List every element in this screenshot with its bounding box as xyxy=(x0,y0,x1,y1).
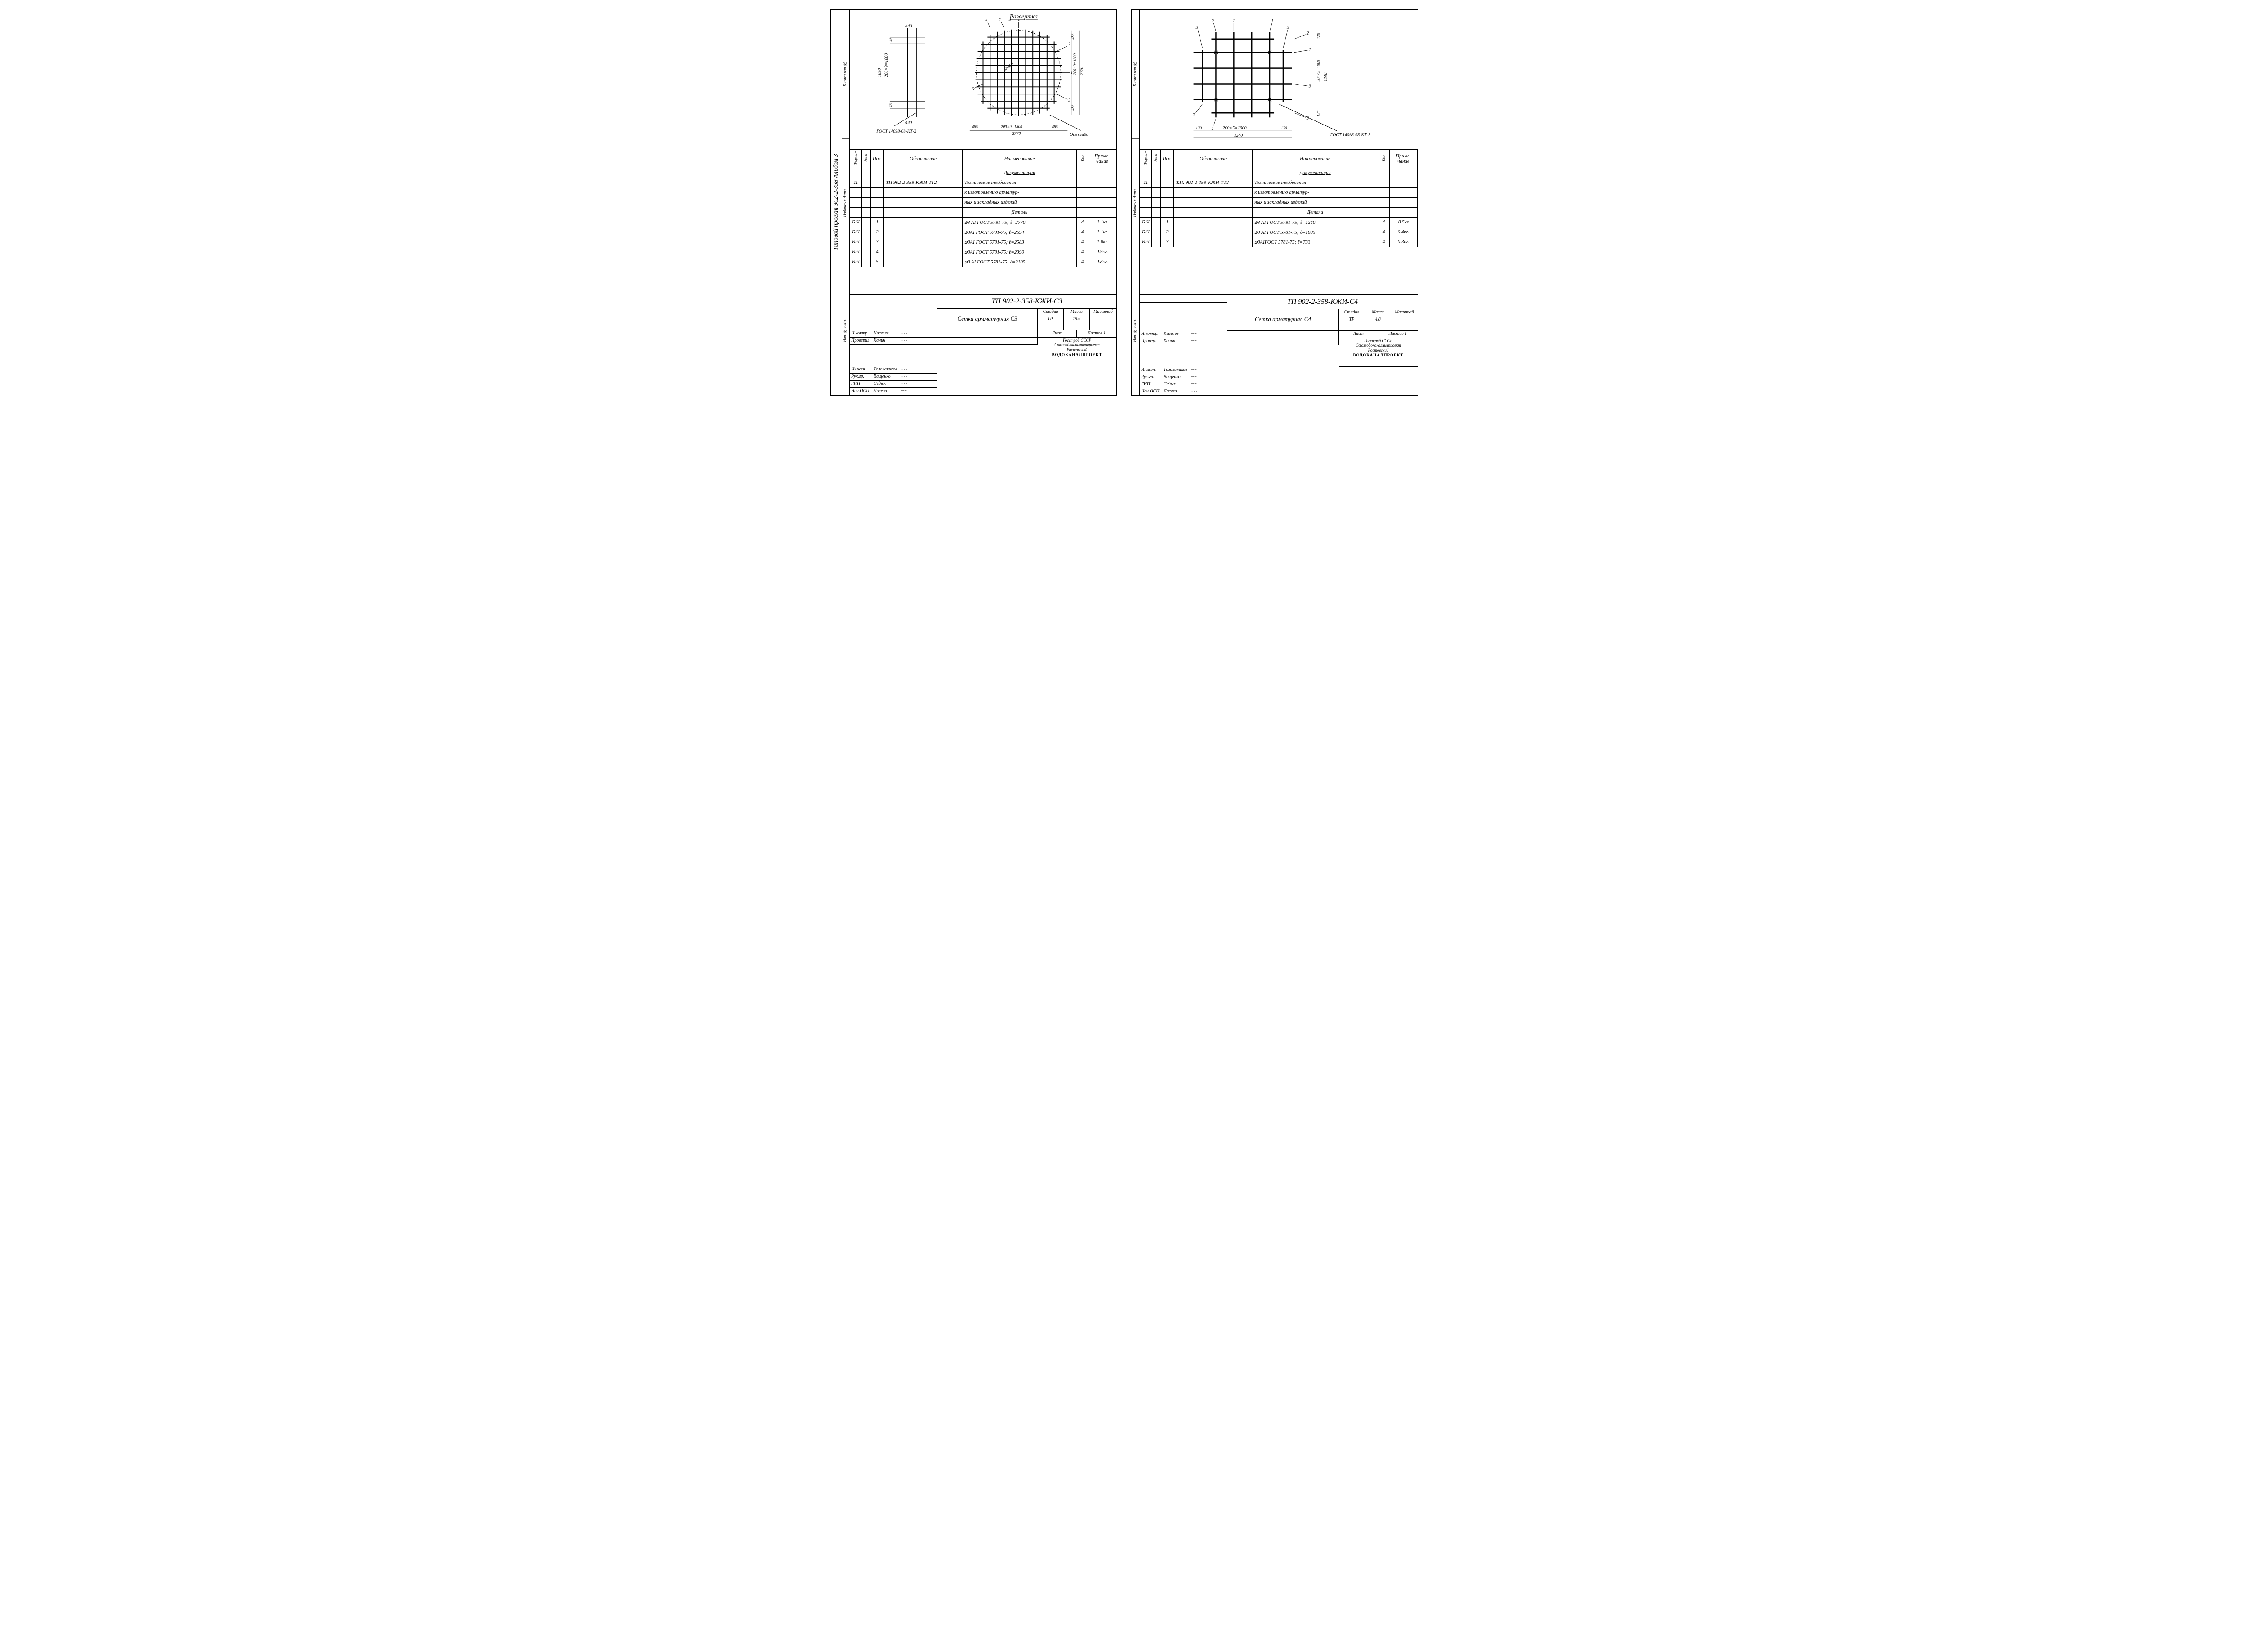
svg-text:3: 3 xyxy=(1068,98,1070,103)
table-row xyxy=(1140,247,1418,294)
svg-text:120: 120 xyxy=(1316,110,1321,116)
svg-text:3: 3 xyxy=(1306,116,1309,121)
spec-table-c4: Формат Зона Поз. Обозначение Наименовани… xyxy=(1140,149,1418,294)
table-row xyxy=(850,267,1116,294)
gost-ref: ГОСТ 14098-68-КТ-2 xyxy=(1330,133,1370,138)
table-row: Б.Ч2⌀8 AI ГОСТ 5781-75; ℓ=108540.4кг. xyxy=(1140,227,1418,237)
title-block-c4: ТП 902-2-358-КЖИ-С4 Сетка арматурная С4 … xyxy=(1140,294,1418,396)
svg-text:1890: 1890 xyxy=(877,68,882,77)
spec-table-c3: Формат Зона Поз. Обозначение Наименовани… xyxy=(850,149,1116,294)
table-row: Б.Ч5⌀8 AI ГОСТ 5781-75; ℓ=210540.8кг. xyxy=(850,257,1116,267)
svg-text:5: 5 xyxy=(985,17,987,22)
table-row: Б.Ч3⌀8AIГОСТ 5781-75; ℓ=73340.3кг. xyxy=(1140,237,1418,247)
gost-ref: ГОСТ 14098-68-КТ-2 xyxy=(876,129,916,134)
svg-text:200×5=1000: 200×5=1000 xyxy=(1316,60,1321,81)
svg-text:485: 485 xyxy=(1070,104,1075,111)
svg-text:2: 2 xyxy=(1211,18,1214,24)
table-row: 11Т.П. 902-2-358-КЖИ-ТТ2Технические треб… xyxy=(1140,178,1418,187)
svg-text:440: 440 xyxy=(905,120,912,125)
table-row: Документация xyxy=(1140,168,1418,178)
svg-text:485: 485 xyxy=(972,125,978,129)
svg-text:200×9=1800: 200×9=1800 xyxy=(1001,125,1022,129)
side-stamp: Инв. № подл. xyxy=(1132,267,1139,395)
svg-text:45: 45 xyxy=(888,103,893,107)
table-row: Детали xyxy=(850,207,1116,217)
svg-text:3: 3 xyxy=(1308,83,1311,89)
table-row: 11ТП 902-2-358-КЖИ-ТТ2Технические требов… xyxy=(850,178,1116,187)
table-row: Б.Ч1⌀8 AI ГОСТ 5781-75; ℓ=124040.5кг xyxy=(1140,217,1418,227)
side-stamps: Взамен.инв.№ Подпись и дата Инв. № подл. xyxy=(1132,10,1140,395)
svg-text:1240: 1240 xyxy=(1234,133,1243,138)
table-row: Детали xyxy=(1140,207,1418,217)
drawing-number: ТП 902-2-358-КЖИ-С4 xyxy=(1227,295,1418,309)
main-area: Развертка 440 1890 200×9=1800 45 45 440 … xyxy=(850,10,1116,395)
table-row: ных и закладных изделий xyxy=(850,197,1116,207)
table-row: Б.Ч2⌀8AI ГОСТ 5781-75; ℓ=269441.1кг xyxy=(850,227,1116,237)
main-area: 3 2 1 1 3 2 1 3 3 2 1 120 200×5=1000 120 1240… xyxy=(1140,10,1418,395)
svg-text:200×5=1000: 200×5=1000 xyxy=(1222,126,1246,131)
svg-text:1: 1 xyxy=(1232,18,1235,24)
sheet-c4: Взамен.инв.№ Подпись и дата Инв. № подл. xyxy=(1131,9,1418,396)
svg-text:2770: 2770 xyxy=(1079,67,1084,75)
svg-text:⌀1890: ⌀1890 xyxy=(1003,62,1014,71)
svg-text:485: 485 xyxy=(1052,125,1058,129)
side-stamp: Подпись и дата xyxy=(1132,138,1139,267)
drawing-name: Сетка арматурная С4 xyxy=(1227,309,1339,331)
axis-label: Ось сгиба xyxy=(1070,132,1088,137)
side-stamps: Взамен.инв.№ Подпись и дата Инв. № подл. xyxy=(842,10,850,395)
svg-text:3: 3 xyxy=(1008,17,1011,22)
svg-text:1240: 1240 xyxy=(1324,73,1329,82)
svg-text:120: 120 xyxy=(1281,126,1287,130)
sheet-c3: Типовой проект 902-2-358 Альбом 3 Взамен… xyxy=(830,9,1117,396)
svg-text:45: 45 xyxy=(888,37,893,41)
side-stamp: Взамен.инв.№ xyxy=(842,10,849,138)
svg-text:1: 1 xyxy=(1211,126,1213,131)
project-label: Типовой проект 902-2-358 Альбом 3 xyxy=(830,10,842,395)
table-row: Б.Ч1⌀8 AI ГОСТ 5781-75; ℓ=277041.1кг xyxy=(850,217,1116,227)
svg-text:2770: 2770 xyxy=(1012,131,1021,136)
svg-text:485: 485 xyxy=(1070,33,1075,40)
svg-text:1: 1 xyxy=(1271,18,1273,24)
side-stamp: Взамен.инв.№ xyxy=(1132,10,1139,138)
side-stamp: Инв. № подл. xyxy=(842,267,849,395)
svg-text:3: 3 xyxy=(1195,25,1199,30)
svg-text:120: 120 xyxy=(1196,126,1202,130)
drawing-c4: 3 2 1 1 3 2 1 3 3 2 1 120 200×5=1000 120 1240… xyxy=(1140,10,1418,149)
svg-text:5: 5 xyxy=(972,87,974,92)
svg-text:440: 440 xyxy=(905,24,912,29)
table-row: к изготовлению арматур- xyxy=(1140,187,1418,197)
side-stamp: Подпись и дата xyxy=(842,138,849,267)
drawing-name: Сетка армматурная С3 xyxy=(937,309,1038,330)
svg-text:2: 2 xyxy=(1307,31,1309,36)
title-block-c3: ТП 902-2-358-КЖИ-С3 Сетка армматурная С3… xyxy=(850,294,1116,395)
svg-text:2: 2 xyxy=(1068,41,1070,46)
svg-text:2: 2 xyxy=(1193,112,1195,118)
svg-text:3: 3 xyxy=(1286,25,1289,30)
table-row: Б.Ч4⌀8AI ГОСТ 5781-75; ℓ=239040.9кг. xyxy=(850,247,1116,257)
svg-text:200×9=1800: 200×9=1800 xyxy=(1073,53,1077,75)
diagram-title: Развертка xyxy=(1009,13,1038,20)
table-row: ных и закладных изделий xyxy=(1140,197,1418,207)
drawing-c3: Развертка 440 1890 200×9=1800 45 45 440 … xyxy=(850,10,1116,149)
svg-text:200×9=1800: 200×9=1800 xyxy=(884,53,889,77)
table-row: Б.Ч3⌀8AI ГОСТ 5781-75; ℓ=258341.0кг xyxy=(850,237,1116,247)
drawing-number: ТП 902-2-358-КЖИ-С3 xyxy=(937,295,1116,309)
table-row: Документация xyxy=(850,168,1116,178)
table-row: к изготовлению арматур- xyxy=(850,187,1116,197)
svg-text:120: 120 xyxy=(1316,33,1321,39)
svg-text:4: 4 xyxy=(999,17,1001,22)
svg-text:1: 1 xyxy=(1309,47,1311,53)
svg-text:1: 1 xyxy=(1018,17,1020,22)
